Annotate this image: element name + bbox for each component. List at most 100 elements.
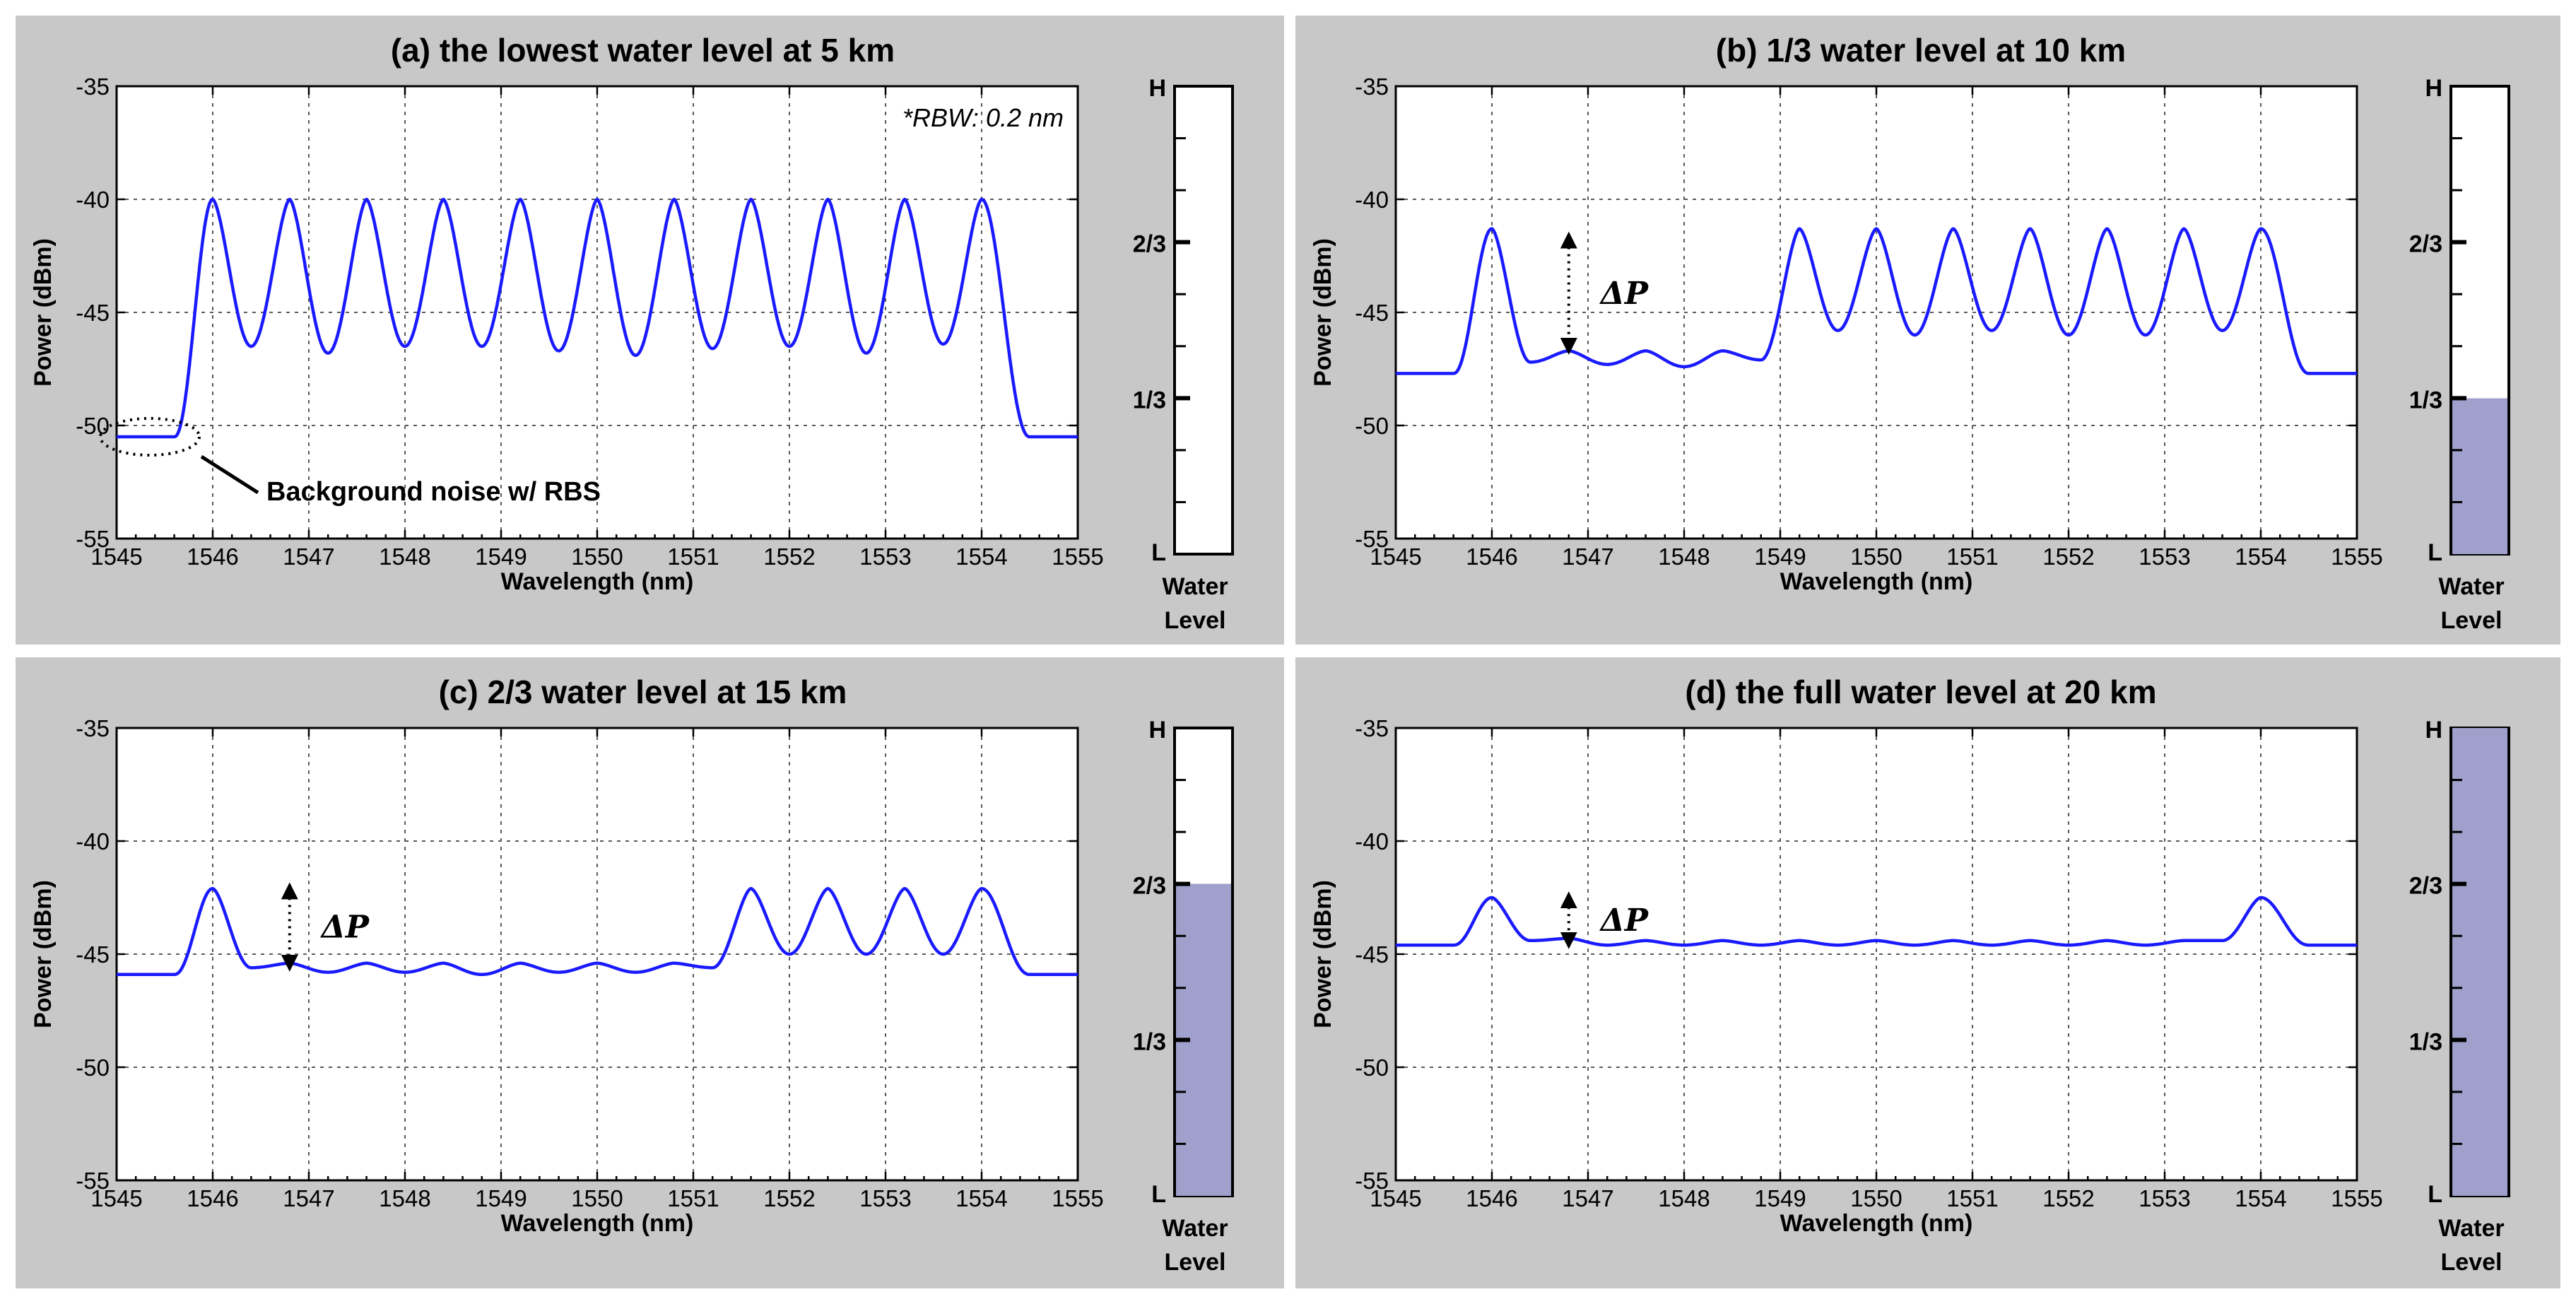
x-tick-label: 1555 (1052, 1185, 1103, 1211)
plot-area (1394, 85, 2358, 540)
gauge-mark-label: L (1151, 1181, 1166, 1208)
gauge-caption-line: Level (2441, 607, 2503, 634)
chart-title: (d) the full water level at 20 km (1685, 674, 2156, 710)
y-axis-label: Power (dBm) (30, 238, 57, 387)
gauge-mark-label: L (2428, 1181, 2442, 1208)
gauge-caption-line: Water (1162, 1215, 1228, 1242)
y-axis-label: Power (dBm) (30, 880, 57, 1028)
gauge-mark-label: H (2425, 717, 2442, 744)
gauge-mark-label: H (1148, 75, 1166, 102)
x-tick-label: 1549 (1754, 544, 1806, 570)
background-noise-callout: Background noise w/ RBS (266, 477, 601, 507)
x-axis-label: Wavelength (nm) (1780, 568, 1973, 595)
y-tick-label: -45 (1355, 941, 1389, 968)
x-tick-label: 1553 (2139, 1185, 2190, 1211)
gauge-mark-label: 1/3 (2409, 387, 2442, 413)
y-tick-label: -55 (76, 526, 110, 552)
plot-area (1394, 727, 2358, 1182)
x-tick-label: 1547 (283, 544, 334, 570)
x-tick-label: 1552 (763, 1185, 815, 1211)
x-tick-label: 1546 (1466, 1185, 1517, 1211)
y-tick-label: -40 (1355, 187, 1389, 213)
y-tick-label: -40 (1355, 828, 1389, 854)
y-tick-label: -55 (1355, 526, 1389, 552)
gauge-caption-line: Level (2441, 1249, 2503, 1276)
x-tick-label: 1545 (90, 544, 142, 570)
y-tick-label: -45 (76, 941, 110, 968)
x-tick-label: 1554 (955, 1185, 1007, 1211)
chart-panel-d: (d) the full water level at 20 km 1545 154… (1295, 657, 2560, 1288)
x-tick-label: 1551 (667, 1185, 719, 1211)
x-tick-label: 1550 (571, 544, 623, 570)
gauge-mark-label: L (1151, 539, 1166, 566)
y-tick-label: -50 (76, 1055, 110, 1081)
y-axis-label: Power (dBm) (1310, 880, 1336, 1028)
y-tick-label: -35 (1355, 74, 1389, 100)
y-tick-label: -45 (76, 300, 110, 326)
x-tick-label: 1553 (859, 1185, 911, 1211)
y-tick-label: -55 (1355, 1168, 1389, 1194)
water-level-gauge: H 2/3 1/3 L Water Level (2409, 717, 2510, 1276)
y-tick-label: -35 (76, 715, 110, 741)
x-tick-label: 1547 (283, 1185, 334, 1211)
x-tick-label: 1555 (2331, 544, 2382, 570)
noise-ellipse (99, 417, 201, 457)
x-tick-label: 1551 (667, 544, 719, 570)
x-tick-label: 1554 (2235, 1185, 2286, 1211)
x-tick-label: 1551 (1946, 1185, 1998, 1211)
spectrum-trace (115, 886, 1079, 977)
gauge-caption-line: Water (2438, 1215, 2504, 1242)
spectrum-trace (115, 197, 1079, 439)
spectrum-trace (1394, 227, 2358, 375)
chart-title: (a) the lowest water level at 5 km (391, 32, 895, 69)
y-axis-label: Power (dBm) (1310, 238, 1336, 387)
gauge-caption-line: Level (1165, 607, 1226, 634)
y-tick-label: -50 (76, 413, 110, 439)
gauge-mark-label: 2/3 (2409, 873, 2442, 900)
x-tick-label: 1553 (2139, 544, 2190, 570)
gauge-mark-label: 2/3 (1133, 873, 1166, 900)
y-tick-label: -40 (76, 828, 110, 854)
x-tick-label: 1548 (379, 1185, 430, 1211)
plot-area (115, 85, 1079, 540)
x-tick-label: 1552 (2042, 544, 2094, 570)
delta-p-label: ΔP (1599, 903, 1649, 939)
x-axis-label: Wavelength (nm) (1780, 1210, 1973, 1237)
y-tick-label: -40 (76, 187, 110, 213)
chart-panel-b: (b) 1/3 water level at 10 km 1545 1546 1547… (1295, 16, 2560, 645)
x-tick-label: 1546 (187, 544, 238, 570)
plot-area (115, 727, 1079, 1182)
gauge-mark-label: H (1148, 717, 1166, 744)
water-level-gauge: H 2/3 1/3 L Water Level (1133, 75, 1234, 634)
chart-title: (c) 2/3 water level at 15 km (439, 674, 847, 710)
x-tick-label: 1549 (1754, 1185, 1806, 1211)
x-tick-label: 1545 (90, 1185, 142, 1211)
x-tick-label: 1555 (1052, 544, 1103, 570)
gauge-mark-label: 1/3 (1133, 1028, 1166, 1055)
x-tick-label: 1548 (1658, 544, 1710, 570)
x-tick-label: 1552 (2042, 1185, 2094, 1211)
water-level-gauge: H 2/3 1/3 L Water Level (2409, 75, 2510, 634)
x-tick-label: 1546 (1466, 544, 1517, 570)
x-tick-label: 1548 (1658, 1185, 1710, 1211)
gauge-frame (1173, 85, 1234, 556)
callout-arrow-line (200, 454, 259, 495)
y-tick-label: -50 (1355, 413, 1389, 439)
x-axis-label: Wavelength (nm) (501, 568, 694, 595)
chart-title: (b) 1/3 water level at 10 km (1716, 32, 2126, 69)
gauge-caption-line: Level (1165, 1249, 1226, 1276)
gauge-caption: Water Level (1162, 1215, 1228, 1276)
gauge-mark-label: 2/3 (2409, 231, 2442, 258)
x-tick-label: 1555 (2331, 1185, 2382, 1211)
gauge-water-fill (2452, 728, 2507, 1196)
x-tick-label: 1545 (1370, 1185, 1421, 1211)
y-tick-label: -50 (1355, 1055, 1389, 1081)
delta-p-label: ΔP (320, 910, 370, 946)
x-tick-label: 1547 (1562, 544, 1613, 570)
gauge-caption: Water Level (2438, 1215, 2504, 1276)
rbw-annotation: *RBW: 0.2 nm (902, 103, 1064, 132)
gauge-water-fill (2452, 398, 2507, 554)
x-axis-label: Wavelength (nm) (501, 1210, 694, 1237)
x-tick-label: 1547 (1562, 1185, 1613, 1211)
